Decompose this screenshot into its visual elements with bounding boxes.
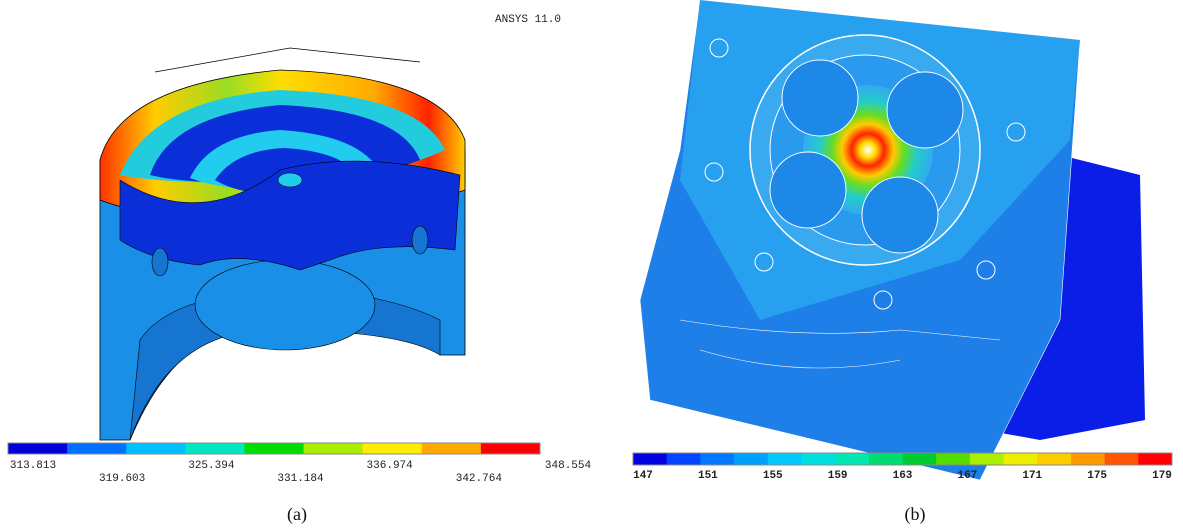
- software-label: ANSYS 11.0: [495, 14, 561, 26]
- color-swatch: [1037, 453, 1071, 465]
- color-swatch: [244, 443, 304, 454]
- scale-label: 151: [698, 470, 718, 482]
- color-swatch: [903, 453, 937, 465]
- color-swatch: [1105, 453, 1139, 465]
- color-swatch: [936, 453, 970, 465]
- piston-model: [100, 48, 465, 440]
- scale-label: 159: [828, 470, 848, 482]
- color-swatch: [67, 443, 127, 454]
- color-swatch: [1004, 453, 1038, 465]
- color-swatch: [185, 443, 245, 454]
- caption-b: (b): [905, 504, 926, 525]
- color-swatch: [633, 453, 667, 465]
- scale-label: 319.603: [99, 473, 145, 485]
- scale-label: 167: [957, 470, 977, 482]
- figure: ANSYS 11.0 313.813319.603325.394331.1843…: [0, 0, 1183, 529]
- color-swatch: [667, 453, 701, 465]
- color-swatch: [1138, 453, 1172, 465]
- scale-label: 147: [633, 470, 653, 482]
- scale-label: 171: [1022, 470, 1042, 482]
- color-swatch: [734, 453, 768, 465]
- caption-a: (a): [287, 504, 307, 525]
- color-swatch: [363, 443, 423, 454]
- scale-label: 348.554: [545, 460, 592, 472]
- color-swatch: [700, 453, 734, 465]
- color-swatch: [768, 453, 802, 465]
- color-swatch: [304, 443, 364, 454]
- scale-label: 179: [1152, 470, 1172, 482]
- color-swatch: [126, 443, 186, 454]
- cylinder-head-model: [640, 0, 1145, 480]
- color-swatch: [1071, 453, 1105, 465]
- color-swatch: [422, 443, 482, 454]
- color-swatch: [869, 453, 903, 465]
- scale-label: 331.184: [277, 473, 324, 485]
- color-swatch: [835, 453, 869, 465]
- scale-label: 336.974: [367, 460, 414, 472]
- scale-label: 342.764: [456, 473, 503, 485]
- scale-label: 163: [893, 470, 913, 482]
- scale-label: 325.394: [188, 460, 235, 472]
- color-scale-b: 147 151 155 159 163 167 171 175 179: [633, 453, 1173, 482]
- scale-label: 175: [1087, 470, 1107, 482]
- color-swatch: [970, 453, 1004, 465]
- scale-label: 155: [763, 470, 783, 482]
- color-scale-a: 313.813 319.603 325.394 331.184 336.974 342.7…: [8, 443, 591, 485]
- color-swatch: [8, 443, 68, 454]
- scale-label: 313.813: [10, 460, 56, 472]
- color-swatch: [481, 443, 541, 454]
- color-swatch: [801, 453, 835, 465]
